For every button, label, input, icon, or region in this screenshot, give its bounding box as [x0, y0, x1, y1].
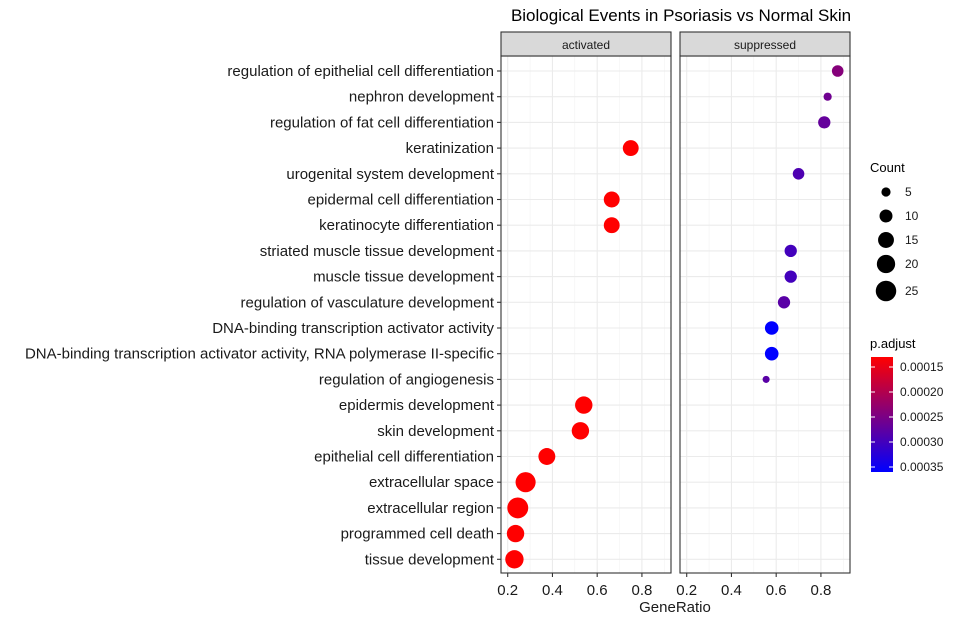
data-point: [792, 168, 805, 180]
y-tick-label: regulation of epithelial cell differenti…: [227, 63, 494, 80]
data-point: [831, 65, 844, 77]
y-tick-label: regulation of angiogenesis: [319, 371, 494, 388]
y-tick-label: tissue development: [365, 551, 495, 568]
data-point: [784, 244, 797, 258]
legend-size-key: [879, 209, 893, 223]
y-tick-label: striated muscle tissue development: [260, 243, 495, 260]
x-tick-label: 0.6: [766, 582, 787, 599]
y-tick-label: muscle tissue development: [313, 269, 495, 286]
data-point: [538, 448, 556, 465]
data-point: [515, 472, 536, 493]
legend: Count p.adjust 5 10 15 20 25 0.00015 0.00020 0.…: [870, 160, 944, 474]
legend-size-label: 15: [905, 233, 919, 247]
facet-strip-label: activated: [562, 38, 610, 52]
data-point: [603, 217, 620, 234]
legend-size-key: [878, 232, 894, 248]
x-tick-label: 0.8: [810, 582, 831, 599]
data-point: [571, 422, 590, 440]
plot-area: activated 0.2 0.4 0.6 0.8 suppressed 0.2 0.4 0.6…: [25, 31, 851, 599]
facet-strip-label: suppressed: [734, 38, 796, 52]
x-axis-title: GeneRatio: [639, 599, 711, 616]
data-point: [764, 321, 779, 335]
y-tick-label: nephron development: [349, 89, 495, 106]
data-point: [506, 524, 525, 543]
x-tick-label: 0.2: [497, 582, 518, 599]
legend-color-label: 0.00015: [900, 360, 944, 374]
legend-size-label: 20: [905, 257, 919, 271]
x-tick-label: 0.8: [631, 582, 652, 599]
y-tick-label: epidermis development: [339, 397, 495, 414]
legend-color-label: 0.00025: [900, 410, 944, 424]
data-point: [507, 497, 529, 519]
x-tick-label: 0.4: [721, 582, 742, 599]
legend-color-label: 0.00030: [900, 435, 944, 449]
data-point: [603, 191, 620, 208]
y-tick-label: keratinization: [406, 140, 494, 157]
legend-size-key: [875, 280, 897, 302]
data-point: [505, 550, 524, 569]
legend-size-key: [876, 254, 896, 274]
legend-color-bar: [871, 357, 893, 472]
legend-color-title: p.adjust: [870, 336, 916, 351]
y-tick-label: regulation of fat cell differentiation: [270, 114, 494, 131]
data-point: [818, 116, 831, 129]
legend-size-label: 25: [905, 284, 919, 298]
x-tick-label: 0.4: [542, 582, 563, 599]
chart-title: Biological Events in Psoriasis vs Normal…: [511, 6, 851, 25]
facet-strip: [500, 31, 672, 57]
data-point: [622, 140, 639, 157]
y-tick-label: DNA-binding transcription activator acti…: [25, 346, 495, 363]
data-point: [777, 296, 791, 309]
facet-strip: [679, 31, 851, 57]
y-tick-label: programmed cell death: [341, 526, 494, 543]
y-tick-label: epithelial cell differentiation: [314, 449, 494, 466]
data-point: [764, 346, 779, 361]
data-point: [575, 396, 593, 414]
data-points: [505, 65, 844, 569]
y-tick-label: DNA-binding transcription activator acti…: [212, 320, 494, 337]
x-tick-label: 0.6: [587, 582, 608, 599]
y-tick-label: skin development: [377, 423, 495, 440]
data-point: [762, 375, 770, 383]
facet-panel-suppressed: suppressed 0.2 0.4 0.6 0.8: [676, 31, 851, 599]
legend-size-label: 5: [905, 185, 912, 199]
data-point: [784, 270, 797, 283]
legend-color-label: 0.00020: [900, 385, 944, 399]
legend-color-label: 0.00035: [900, 460, 944, 474]
y-tick-label: extracellular region: [367, 500, 494, 517]
panel-background: [501, 56, 671, 573]
legend-size-label: 10: [905, 209, 919, 223]
legend-size-key: [881, 187, 891, 197]
y-tick-label: keratinocyte differentiation: [319, 217, 494, 234]
x-tick-label: 0.2: [676, 582, 697, 599]
panel-background: [680, 56, 850, 573]
y-tick-label: urogenital system development: [286, 166, 494, 183]
legend-size-title: Count: [870, 160, 905, 175]
y-tick-label: epidermal cell differentiation: [308, 192, 495, 209]
y-tick-label: regulation of vasculature development: [241, 294, 495, 311]
y-axis: regulation of epithelial cell differenti…: [25, 63, 501, 568]
y-tick-label: extracellular space: [369, 474, 494, 491]
data-point: [823, 92, 832, 101]
